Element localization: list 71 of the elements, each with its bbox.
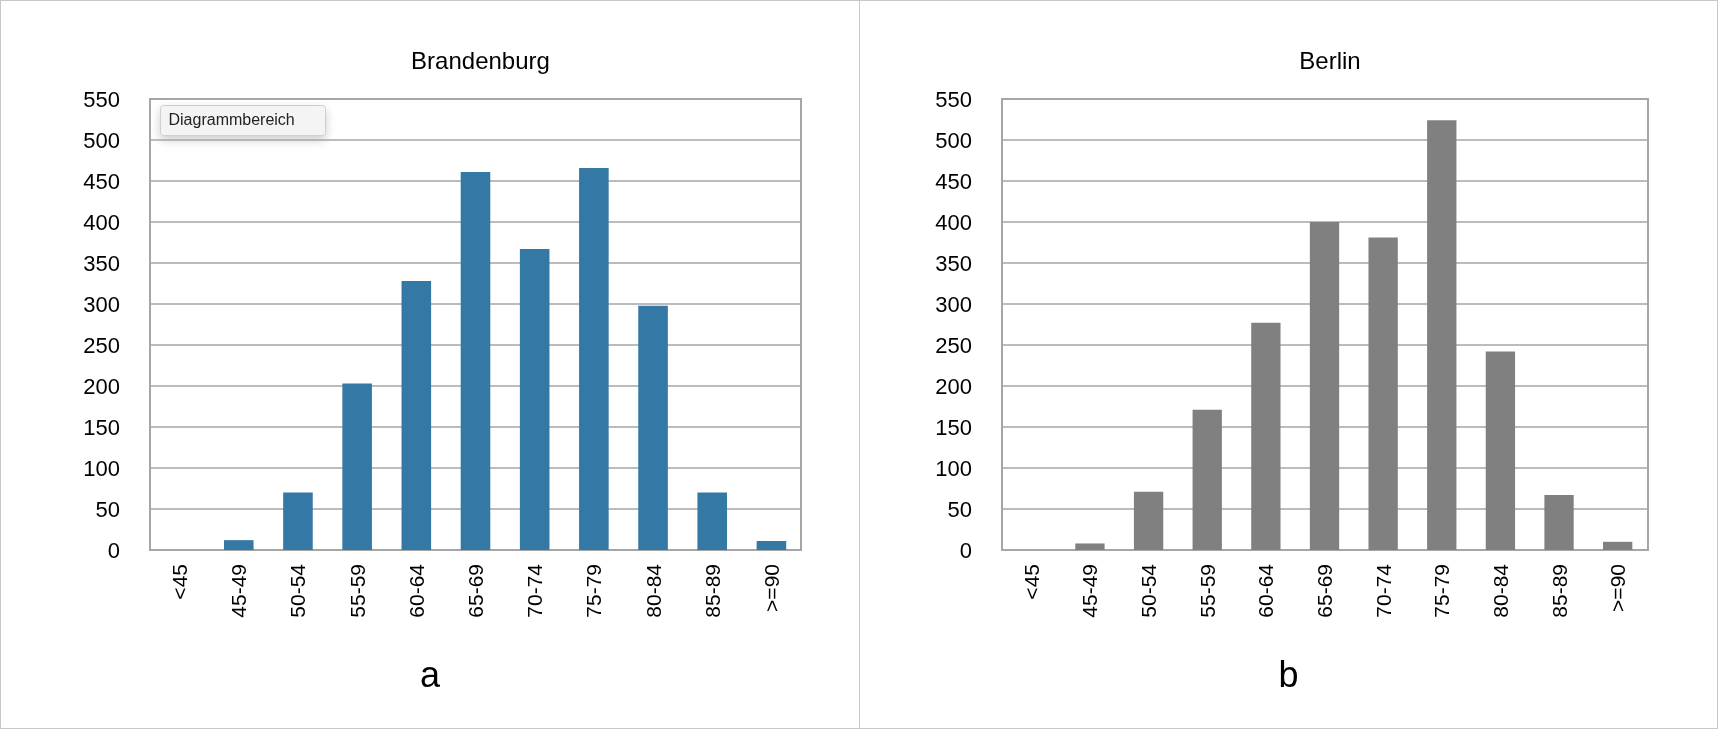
y-tick-label: 250	[935, 332, 972, 358]
x-tick-label: 80-84	[641, 563, 665, 618]
y-tick-label: 100	[83, 455, 120, 481]
annotation: Diagrammbereich	[168, 111, 295, 128]
bar	[638, 305, 668, 550]
y-tick-label: 550	[935, 86, 972, 112]
bar	[519, 249, 550, 550]
y-tick-label: 350	[935, 250, 972, 276]
x-tick-label: 45-49	[1078, 564, 1102, 618]
bar	[1075, 543, 1105, 550]
x-tick-label: 55-59	[1195, 564, 1219, 618]
x-tick-label: 70-74	[1371, 563, 1395, 618]
bar	[1133, 491, 1164, 550]
x-tick-label: <45	[1019, 564, 1043, 600]
x-tick-label: 85-89	[700, 564, 724, 618]
y-tick-label: 400	[935, 209, 972, 235]
bar	[579, 167, 609, 550]
y-tick-label: 50	[947, 496, 972, 522]
y-tick-label: 300	[83, 291, 120, 317]
y-tick-label: 50	[95, 496, 120, 522]
x-tick-label: >=90	[1606, 564, 1630, 612]
bar	[401, 281, 432, 550]
bar	[1485, 351, 1516, 550]
x-tick-label: 80-84	[1488, 563, 1512, 618]
bar	[342, 383, 372, 550]
bar	[1192, 409, 1222, 550]
x-tick-label: >=90	[759, 564, 783, 612]
bar	[283, 492, 313, 550]
x-tick-label: 60-64	[404, 563, 428, 618]
y-tick-label: 250	[83, 332, 120, 358]
text: b	[1278, 653, 1299, 695]
y-tick-label: 150	[83, 414, 120, 440]
x-tick-label: 50-54	[286, 563, 310, 618]
y-tick-label: 450	[935, 168, 972, 194]
bar	[756, 540, 787, 550]
x-tick-label: 65-69	[464, 564, 487, 618]
x-tick-label: 70-74	[523, 563, 547, 618]
bar	[223, 540, 254, 550]
y-tick-label: 500	[935, 127, 972, 153]
chart-title: Berlin	[1299, 46, 1361, 74]
y-tick-label: 0	[107, 537, 120, 563]
y-tick-label: 150	[935, 414, 972, 440]
y-tick-label: 550	[83, 86, 120, 112]
x-tick-label: 75-79	[1430, 564, 1454, 618]
bar	[1368, 237, 1398, 550]
x-tick-label: 45-49	[227, 564, 251, 618]
x-tick-label: 65-69	[1313, 564, 1336, 618]
x-tick-label: 60-64	[1254, 563, 1278, 618]
y-tick-label: 100	[935, 455, 972, 481]
y-tick-label: 300	[935, 291, 972, 317]
x-tick-label: 50-54	[1137, 563, 1161, 618]
bar	[1603, 541, 1633, 550]
bar	[1544, 495, 1574, 550]
bar	[460, 171, 491, 550]
bar	[1251, 322, 1281, 550]
y-tick-label: 350	[83, 250, 120, 276]
y-tick-label: 500	[83, 127, 120, 153]
bar	[1309, 222, 1340, 550]
chart-title: Brandenburg	[411, 46, 550, 74]
x-tick-label: 85-89	[1547, 564, 1571, 618]
x-tick-label: 75-79	[582, 564, 606, 618]
y-tick-label: 200	[935, 373, 972, 399]
bar	[697, 492, 728, 550]
y-tick-label: 200	[83, 373, 120, 399]
y-tick-label: 400	[83, 209, 120, 235]
y-tick-label: 450	[83, 168, 120, 194]
x-tick-label: 55-59	[345, 564, 369, 618]
bar	[1427, 120, 1457, 550]
text: a	[419, 653, 441, 695]
y-tick-label: 0	[959, 537, 972, 563]
x-tick-label: <45	[168, 564, 192, 600]
